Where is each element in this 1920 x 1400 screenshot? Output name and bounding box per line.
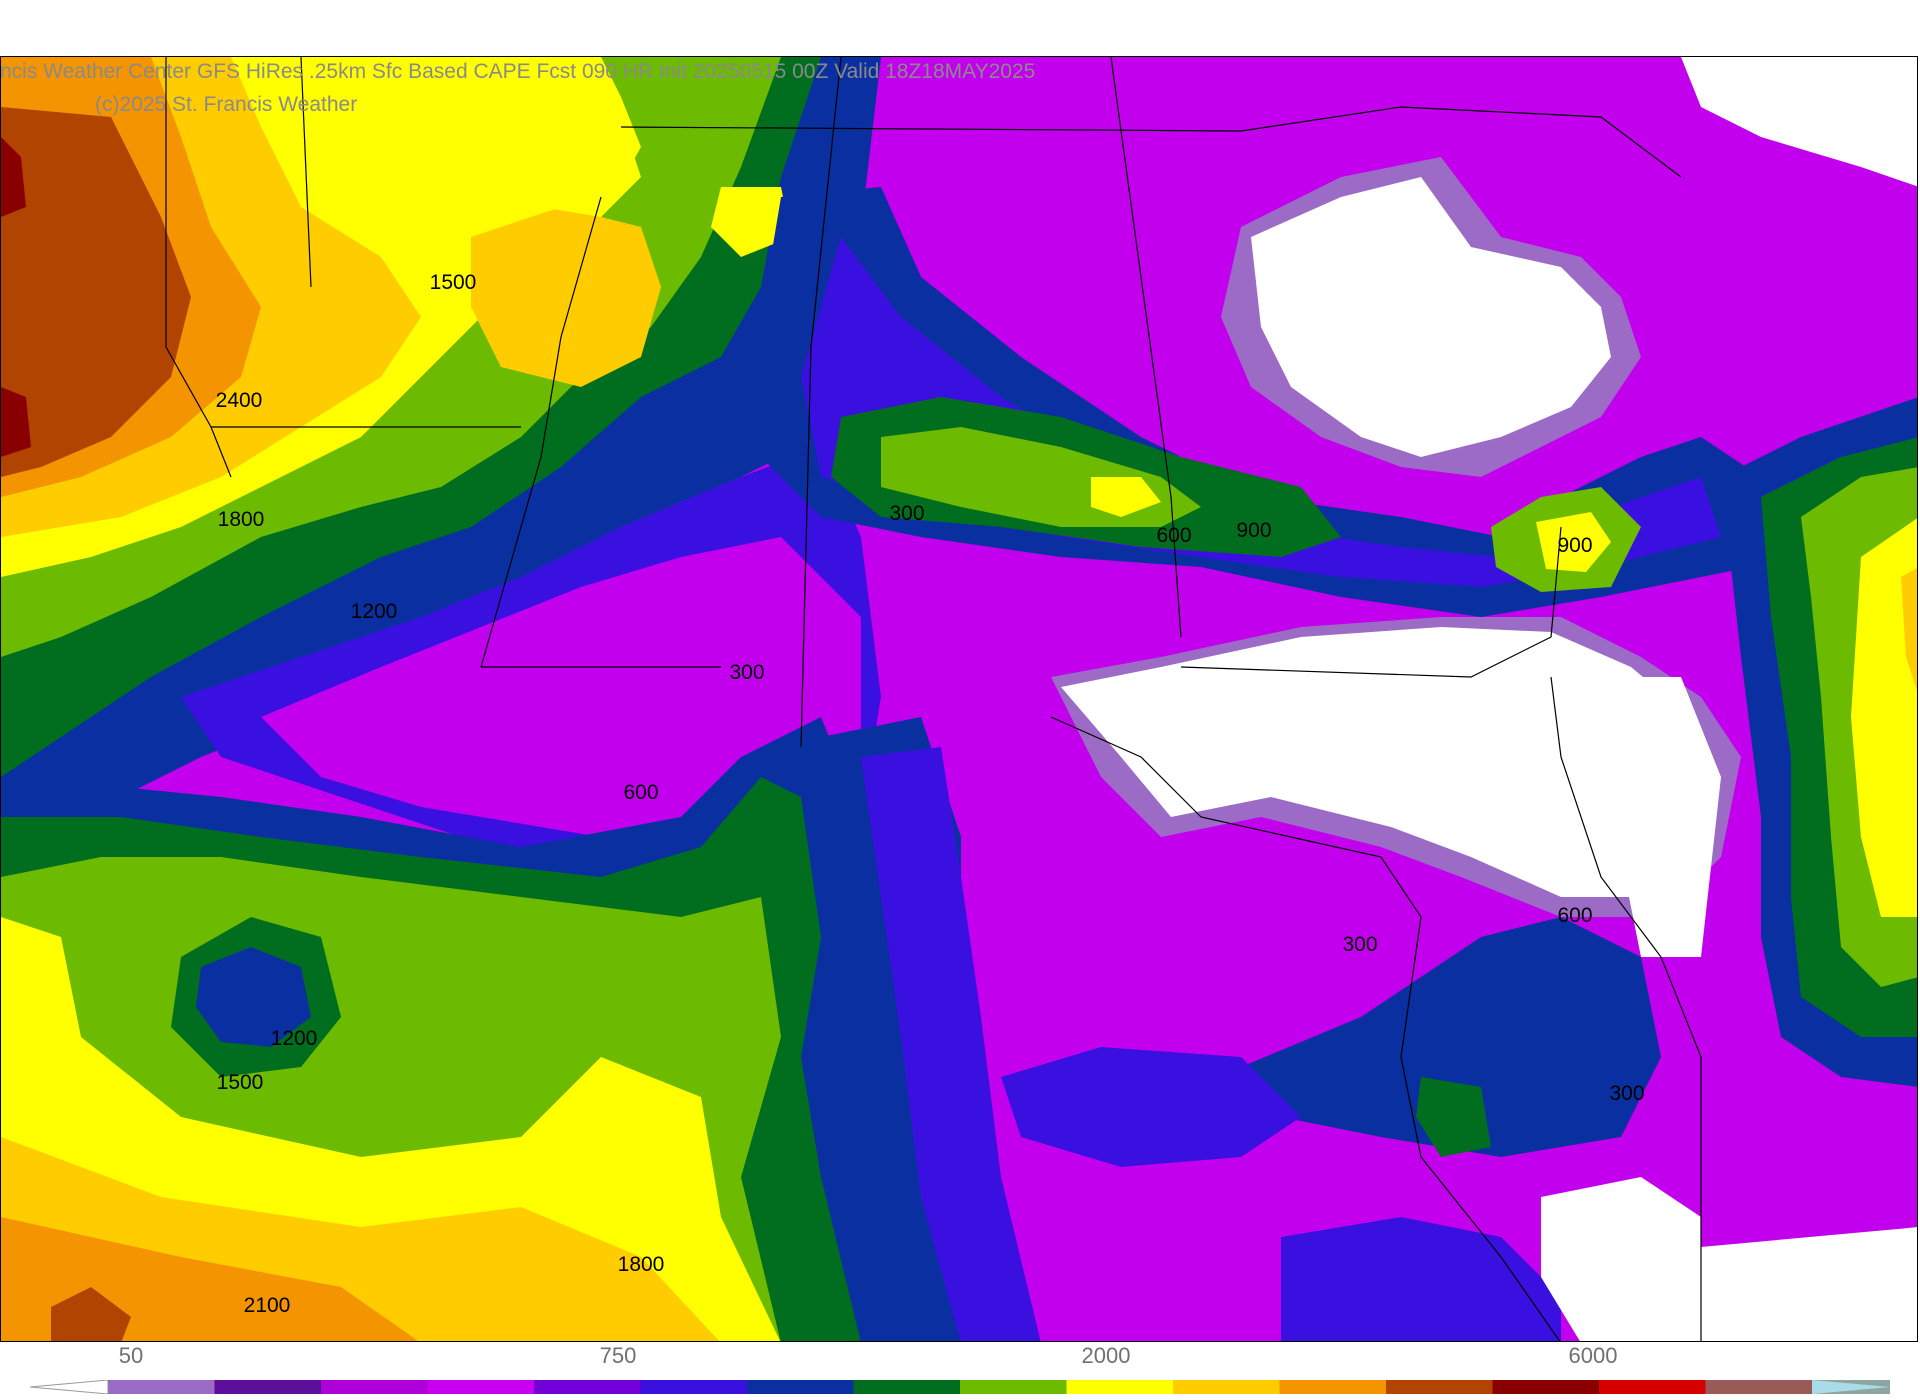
- colorbar-tick-label: 750: [599, 1343, 637, 1368]
- yellow-north-blob-2: [711, 187, 791, 257]
- copyright-text: (c)2025 St. Francis Weather: [95, 93, 358, 116]
- contour-label: 300: [889, 502, 925, 525]
- contour-label: 1500: [216, 1071, 264, 1094]
- magenta-band-gulf: [261, 537, 861, 847]
- contour-label: 900: [1236, 519, 1272, 542]
- darkred-spot-1: [1, 137, 26, 217]
- contour-label: 2100: [243, 1294, 291, 1317]
- colorbar-cell: [1173, 1380, 1280, 1394]
- colorbar-cell: [1386, 1380, 1493, 1394]
- map-title: ncis Weather Center GFS HiRes .25km Sfc …: [0, 60, 1036, 83]
- white-region-ne: [1681, 57, 1917, 187]
- white-region-se-corner: [1701, 1227, 1917, 1341]
- yellow-ga-coast-inner: [1536, 512, 1611, 572]
- colorbar-cell: [853, 1380, 961, 1394]
- cape-field-map: [1, 57, 1917, 1341]
- colorbar-cell: [747, 1380, 854, 1394]
- colorbar-tick-label: 2000: [1081, 1343, 1131, 1368]
- white-region-south-fl: [1541, 1177, 1701, 1341]
- colorbar-cell: [108, 1380, 215, 1394]
- navy-gulf-core: [196, 947, 311, 1047]
- contour-label: 1800: [217, 508, 265, 531]
- colorbar-tick-label: 6000: [1568, 1343, 1618, 1368]
- colorbar-cell: [214, 1380, 322, 1394]
- rust-west: [1, 107, 191, 477]
- contour-label: 300: [1342, 933, 1378, 956]
- colorbar-cell: [1066, 1380, 1174, 1394]
- colorbar: [30, 1380, 1890, 1394]
- yellow-north-strip: [1091, 477, 1161, 517]
- navy-fl-west: [1241, 917, 1661, 1157]
- colorbar-high-end: [1812, 1380, 1890, 1394]
- white-region-fl-fill: [1061, 627, 1721, 897]
- rust-gulf-spot: [51, 1287, 131, 1341]
- darkred-spot-2: [1, 387, 31, 457]
- colorbar-tick-label: 50: [118, 1343, 144, 1368]
- colorbar-cell: [427, 1380, 535, 1394]
- contour-label: 1800: [617, 1253, 665, 1276]
- colorbar-cell: [534, 1380, 641, 1394]
- colorbar-low-end: [30, 1380, 109, 1394]
- contour-label: 1200: [350, 600, 398, 623]
- colorbar-cell: [640, 1380, 748, 1394]
- white-region-ga-fill: [1251, 177, 1611, 457]
- contour-label: 300: [1609, 1082, 1645, 1105]
- colorbar-cell: [1492, 1380, 1600, 1394]
- contour-label: 600: [623, 781, 659, 804]
- colorbar-cell: [321, 1380, 428, 1394]
- contour-label: 2400: [215, 389, 263, 412]
- contour-label: 300: [729, 661, 765, 684]
- contour-label: 600: [1156, 524, 1192, 547]
- colorbar-cell: [960, 1380, 1067, 1394]
- contour-label: 600: [1557, 904, 1593, 927]
- colorbar-cell: [1599, 1380, 1706, 1394]
- darkgreen-tampa: [1416, 1077, 1491, 1157]
- white-region-fl-east: [1601, 677, 1721, 957]
- contour-label: 900: [1557, 534, 1593, 557]
- state-borders: [165, 57, 1702, 1341]
- colorbar-cell: [1705, 1380, 1813, 1394]
- yellow-atlantic: [1851, 518, 1917, 917]
- contour-label: 1500: [429, 271, 477, 294]
- bluepurple-plume: [861, 747, 1041, 1341]
- cape-map: 1500 2400 1800 1200 300 300 600 600 900 …: [0, 56, 1918, 1342]
- colorbar-cell: [1279, 1380, 1387, 1394]
- bluepurple-south: [1281, 1217, 1561, 1341]
- gold-atlantic: [1901, 568, 1917, 691]
- yellow-north-blob: [521, 107, 641, 217]
- bluepurple-fl-west: [1001, 1047, 1301, 1167]
- gold-north-blob: [471, 207, 661, 387]
- contour-label: 1200: [270, 1027, 318, 1050]
